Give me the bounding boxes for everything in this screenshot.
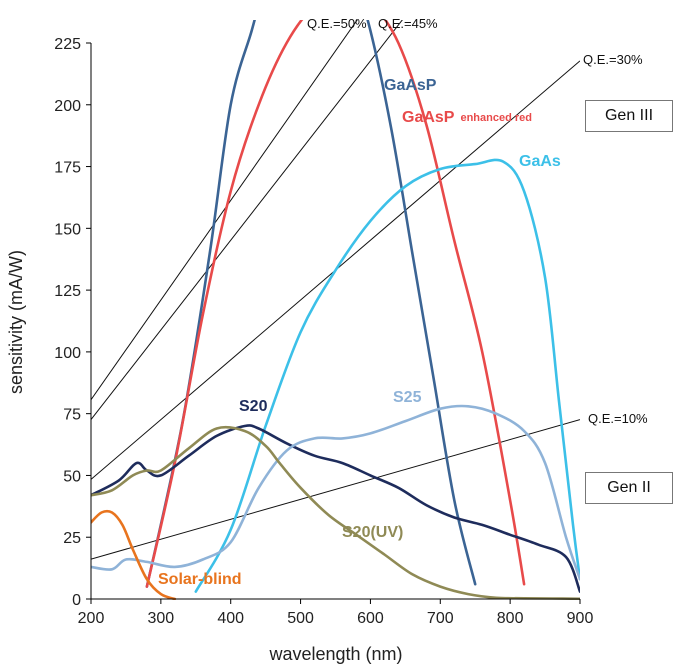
qe-line xyxy=(91,20,403,420)
y-tick-label: 200 xyxy=(54,98,81,115)
label-gaas: GaAs xyxy=(519,153,561,170)
series-line-gaas xyxy=(194,158,580,593)
x-tick-label: 800 xyxy=(497,610,524,627)
ticks: 200 300 400 500 600 700 800 900 0 25 50 75 100 125 150… xyxy=(54,36,593,627)
x-tick-label: 200 xyxy=(78,610,105,627)
series-line-gaasp-enhanced-red xyxy=(145,20,526,588)
label-solar-blind: Solar-blind xyxy=(158,571,242,588)
x-tick-label: 600 xyxy=(357,610,384,627)
label-gaasp: GaAsP xyxy=(384,77,437,94)
series-line-solar-blind xyxy=(91,509,177,600)
y-tick-label: 125 xyxy=(54,283,81,300)
y-tick-label: 75 xyxy=(63,407,81,424)
label-gaasp-enhanced-red-sub: enhanced red xyxy=(460,112,532,124)
x-axis-label: wavelength (nm) xyxy=(268,644,402,664)
label-s20: S20 xyxy=(239,398,268,415)
axes xyxy=(90,43,580,600)
gen-ii-box: Gen II xyxy=(585,472,673,504)
y-tick-label: 175 xyxy=(54,160,81,177)
qe-45-label: Q.E.=45% xyxy=(378,16,438,31)
x-tick-label: 400 xyxy=(217,610,244,627)
y-axis-label: sensitivity (mA/W) xyxy=(6,250,26,394)
y-tick-label: 225 xyxy=(54,36,81,53)
series-line-s20-uv xyxy=(91,425,580,600)
y-tick-label: 100 xyxy=(54,345,81,362)
qe-line xyxy=(91,419,580,560)
qe-30-label: Q.E.=30% xyxy=(583,52,643,67)
x-tick-label: 700 xyxy=(427,610,454,627)
y-tick-label: 150 xyxy=(54,221,81,238)
gen-iii-box: Gen III xyxy=(585,100,673,132)
x-tick-label: 300 xyxy=(148,610,175,627)
series-line-s25 xyxy=(91,404,580,581)
x-tick-label: 900 xyxy=(567,610,594,627)
y-tick-label: 50 xyxy=(63,468,81,485)
qe-line xyxy=(91,20,358,400)
qe-10-label: Q.E.=10% xyxy=(588,411,648,426)
series-layer xyxy=(91,20,580,600)
series-line-gaasp xyxy=(145,20,477,588)
label-s25: S25 xyxy=(393,389,422,406)
y-tick-label: 25 xyxy=(63,530,81,547)
x-tick-label: 500 xyxy=(287,610,314,627)
label-s20uv: S20(UV) xyxy=(342,524,403,541)
qe-50-label: Q.E.=50% xyxy=(307,16,367,31)
labels: wavelength (nm) sensitivity (mA/W) Q.E.=… xyxy=(6,16,648,664)
label-gaasp-enhanced-red-main: GaAsP xyxy=(402,109,455,126)
series-line-s20 xyxy=(91,424,580,593)
label-gaasp-enhanced-red: GaAsP enhanced red xyxy=(402,109,532,126)
y-tick-label: 0 xyxy=(72,592,81,609)
